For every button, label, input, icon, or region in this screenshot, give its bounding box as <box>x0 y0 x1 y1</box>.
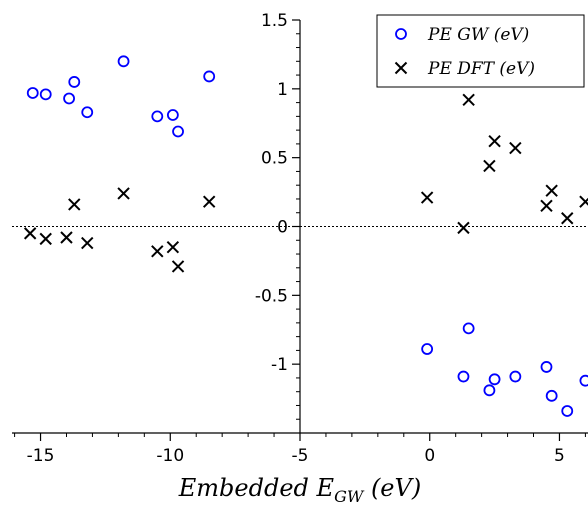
pe-dft-point <box>509 141 522 155</box>
pe-dft-point <box>81 236 94 250</box>
pe-gw-point <box>151 110 164 123</box>
pe-dft-point <box>60 231 73 244</box>
y-tick-label: 0 <box>277 218 288 238</box>
y-tick-label: 1 <box>277 80 288 100</box>
legend: PE GW (eV) PE DFT (eV) <box>376 14 585 88</box>
x-tick-label: 5 <box>554 446 565 466</box>
pe-gw-point <box>166 109 179 121</box>
pe-gw-point <box>81 106 94 119</box>
data-points <box>23 55 588 417</box>
pe-gw-point <box>68 76 81 88</box>
legend-label: PE GW (eV) <box>427 25 529 45</box>
ticks: -15 -10 -5 0 5 -1 -0.5 0 0.5 1 1.5 <box>14 11 586 466</box>
pe-gw-point <box>63 92 75 105</box>
pe-gw-point <box>540 361 553 373</box>
pe-dft-point <box>545 184 558 197</box>
pe-gw-point <box>421 343 434 355</box>
x-tick-label: -10 <box>156 446 184 466</box>
pe-gw-point <box>579 374 588 387</box>
legend-marker <box>394 61 408 75</box>
pe-dft-point <box>483 159 496 173</box>
pe-dft-point <box>23 227 37 240</box>
pe-gw-point <box>172 125 184 138</box>
pe-gw-point <box>488 373 501 386</box>
pe-gw-point <box>509 370 522 383</box>
y-tick-label: 1.5 <box>261 11 288 31</box>
x-axis-title: Embedded EGW (eV) <box>178 474 421 506</box>
pe-dft-point <box>117 187 130 200</box>
pe-dft-point <box>68 198 81 211</box>
x-tick-label: -15 <box>27 446 55 466</box>
y-tick-label: -1 <box>271 355 288 375</box>
pe-dft-point <box>171 260 185 273</box>
pe-gw-point <box>462 322 475 335</box>
x-tick-label: -5 <box>292 446 309 466</box>
pe-dft-point <box>457 221 470 235</box>
pe-gw-point <box>483 384 496 397</box>
pe-dft-point <box>202 195 216 208</box>
legend-label: PE DFT (eV) <box>427 59 535 79</box>
pe-dft-point <box>462 93 475 107</box>
series-pe-dft <box>23 93 588 273</box>
pe-dft-point <box>579 195 588 208</box>
pe-dft-point <box>151 245 164 258</box>
pe-gw-point <box>117 55 130 68</box>
pe-gw-point <box>545 389 558 402</box>
y-tick-label: 0.5 <box>261 149 288 169</box>
pe-dft-point <box>561 212 574 225</box>
pe-gw-point <box>203 70 216 83</box>
pe-gw-point <box>561 405 574 417</box>
series-pe-gw <box>26 55 588 417</box>
legend-box <box>376 14 585 88</box>
x-tick-label: 0 <box>424 446 435 466</box>
pe-dft-point <box>420 191 434 204</box>
pe-gw-point <box>39 88 52 101</box>
pe-gw-point <box>26 87 39 99</box>
pe-dft-point <box>166 240 180 254</box>
legend-marker <box>395 28 407 40</box>
pe-gw-point <box>457 370 470 383</box>
pe-dft-point <box>540 199 553 213</box>
pe-dft-point <box>39 232 52 246</box>
pe-dft-point <box>488 134 501 148</box>
y-tick-label: -0.5 <box>255 286 288 306</box>
